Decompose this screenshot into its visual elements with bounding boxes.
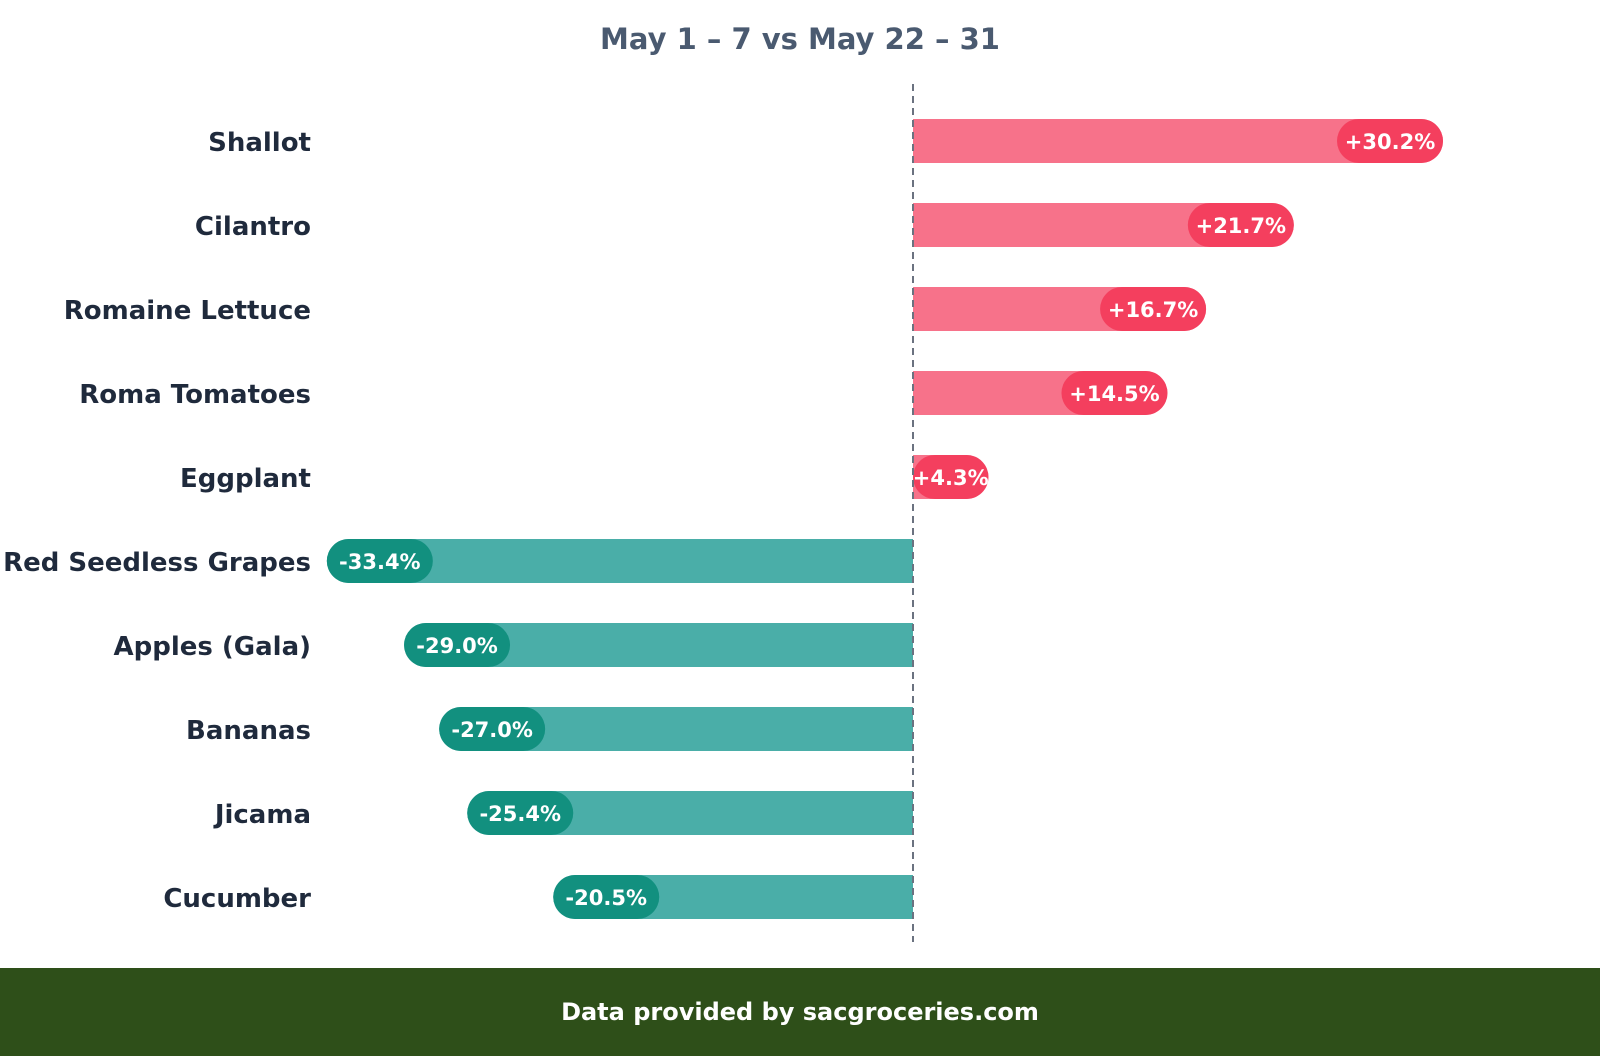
- bar-group: -25.4%: [467, 791, 913, 835]
- category-label: Shallot: [208, 128, 311, 158]
- bar: [326, 539, 913, 583]
- value-label: +16.7%: [1108, 298, 1198, 322]
- value-pill: [1100, 287, 1207, 331]
- value-label: +4.3%: [913, 466, 989, 490]
- value-pill: [1187, 203, 1294, 247]
- bar-group: -29.0%: [404, 623, 913, 667]
- footer-text: Data provided by sacgroceries.com: [561, 998, 1039, 1026]
- value-pill: [1061, 371, 1168, 415]
- value-label: -33.4%: [339, 550, 421, 574]
- value-label: +30.2%: [1345, 130, 1435, 154]
- bar: [467, 791, 913, 835]
- value-label: -20.5%: [565, 886, 647, 910]
- category-labels-layer: Shallot Cilantro Romaine Lettuce Roma Tomat…: [3, 128, 311, 914]
- bar: [913, 119, 1444, 163]
- bar-group: +16.7%: [913, 287, 1207, 331]
- bar-group: +4.3%: [913, 455, 989, 499]
- chart-title: May 1 – 7 vs May 22 – 31: [600, 22, 1000, 56]
- value-pill: [553, 875, 660, 919]
- bar-group: -20.5%: [553, 875, 913, 919]
- value-pill: [913, 455, 989, 499]
- bars-layer: +30.2% +21.7% +16.7% +14.5% +4.3% -33.4% -29.0…: [326, 119, 1444, 919]
- bar-group: -33.4%: [326, 539, 913, 583]
- category-label: Cucumber: [163, 884, 311, 914]
- category-label: Roma Tomatoes: [79, 380, 311, 410]
- category-label: Red Seedless Grapes: [3, 548, 311, 578]
- category-label: Cilantro: [195, 212, 311, 242]
- footer-banner: Data provided by sacgroceries.com: [0, 968, 1600, 1056]
- category-label: Jicama: [213, 800, 311, 830]
- value-label: -29.0%: [416, 634, 498, 658]
- value-label: +21.7%: [1196, 214, 1286, 238]
- value-pill: [1337, 119, 1444, 163]
- value-pill: [326, 539, 433, 583]
- bar-group: +21.7%: [913, 203, 1294, 247]
- value-pill: [404, 623, 511, 667]
- value-label: +14.5%: [1069, 382, 1159, 406]
- value-pill: [439, 707, 546, 751]
- bar: [404, 623, 913, 667]
- bar-group: -27.0%: [439, 707, 913, 751]
- value-label: -25.4%: [479, 802, 561, 826]
- category-label: Romaine Lettuce: [64, 296, 311, 326]
- bar: [439, 707, 913, 751]
- category-label: Eggplant: [180, 464, 311, 494]
- value-pill: [467, 791, 574, 835]
- category-label: Apples (Gala): [113, 632, 311, 662]
- value-label: -27.0%: [451, 718, 533, 742]
- category-label: Bananas: [186, 716, 311, 746]
- bar-group: +30.2%: [913, 119, 1444, 163]
- bar-chart: +30.2% +21.7% +16.7% +14.5% +4.3% -33.4% -29.0…: [3, 84, 1444, 942]
- bar-group: +14.5%: [913, 371, 1168, 415]
